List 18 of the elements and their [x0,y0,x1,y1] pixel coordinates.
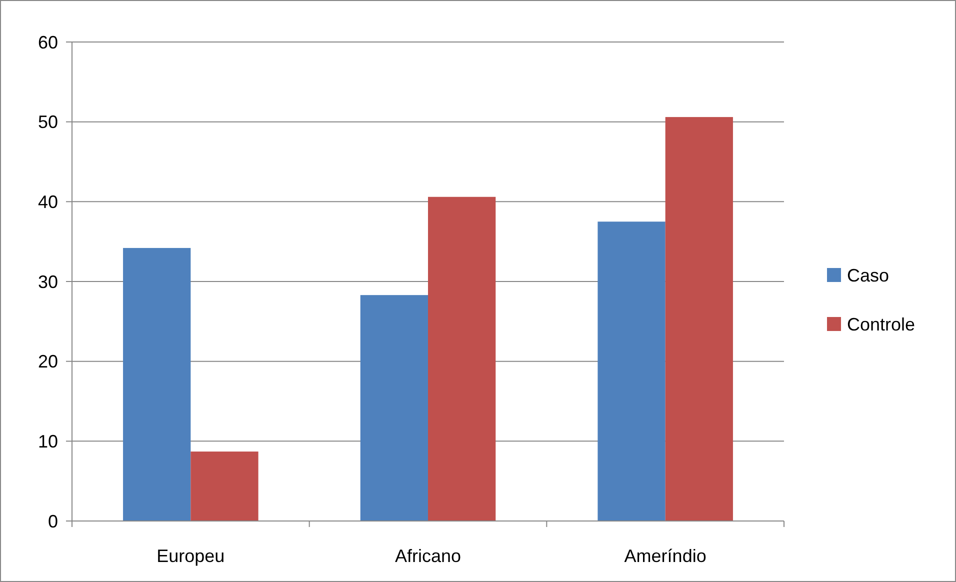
y-tick-label: 50 [38,112,58,132]
x-tick-label: Ameríndio [624,546,706,566]
y-tick-label: 20 [38,352,58,372]
y-tick-label: 40 [38,192,58,212]
y-tick-label: 0 [48,511,58,532]
bar [665,117,733,521]
y-tick-label: 30 [38,272,58,292]
y-tick-label: 10 [38,431,58,452]
bar [360,295,428,521]
legend-label: Controle [847,314,916,334]
bar [190,452,258,521]
bar [428,196,496,521]
legend-label: Caso [847,265,890,286]
x-tick-label: Europeu [156,546,225,566]
bar [598,222,666,521]
y-tick-label: 60 [38,32,58,52]
bar [123,248,191,521]
x-tick-label: Africano [394,546,462,566]
